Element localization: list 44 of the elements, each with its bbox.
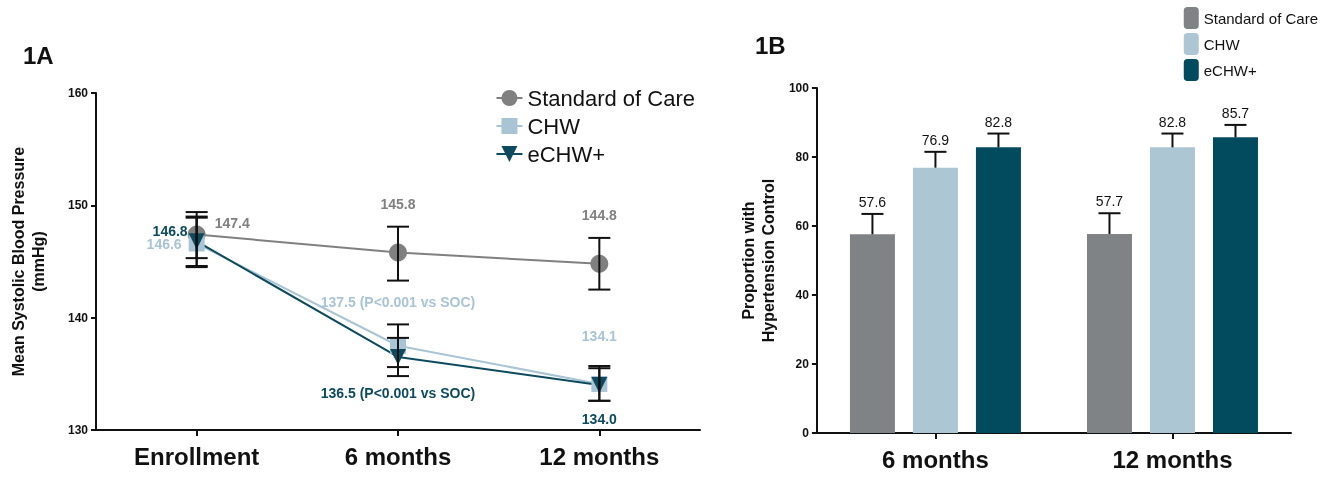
x-tick-label: 12 months: [1112, 445, 1233, 473]
data-label: 82.8: [1158, 113, 1187, 130]
legend-label: eCHW+: [527, 141, 606, 167]
data-label: 147.4: [214, 214, 250, 231]
data-label: 136.5 (P<0.001 vs SOC): [320, 384, 476, 401]
bar: [1212, 137, 1258, 433]
y-tick-label: 40: [795, 288, 810, 302]
data-label: 85.7: [1221, 104, 1250, 121]
x-tick-label: Enrollment: [133, 442, 260, 470]
data-label: 144.8: [581, 206, 618, 223]
data-label: 57.7: [1095, 193, 1124, 210]
data-label: 134.1: [581, 327, 618, 344]
bar: [1149, 147, 1195, 433]
legend-label: CHW: [527, 113, 581, 139]
chart-title: 1A: [23, 41, 54, 69]
x-tick-label: 12 months: [539, 442, 660, 470]
bar: [849, 234, 895, 433]
y-axis-title: Proportion with Hypertension Control: [739, 178, 777, 343]
y-tick-label: 60: [795, 219, 810, 233]
y-tick-label: 130: [67, 423, 89, 437]
bar: [912, 167, 958, 433]
y-tick-label: 100: [788, 81, 810, 95]
bar: [975, 147, 1021, 433]
legend-label: Standard of Care: [1203, 9, 1319, 27]
y-tick-label: 150: [67, 198, 89, 213]
data-label: 134.0: [581, 411, 618, 428]
data-label: 57.6: [858, 193, 887, 210]
chart-title: 1B: [755, 31, 786, 59]
x-tick-label: 6 months: [882, 445, 989, 473]
y-tick-label: 0: [802, 426, 810, 440]
data-label: 137.5 (P<0.001 vs SOC): [320, 293, 476, 310]
legend-label: CHW: [1203, 35, 1241, 53]
bar: [1086, 233, 1132, 433]
y-tick-label: 80: [795, 150, 810, 164]
legend-label: Standard of Care: [527, 85, 695, 111]
data-label: 82.8: [984, 113, 1013, 130]
y-tick-label: 160: [67, 86, 89, 100]
y-axis-title: Mean Systolic Blood Pressure (mmHg): [9, 146, 47, 377]
x-tick-label: 6 months: [344, 442, 452, 470]
y-tick-label: 140: [67, 310, 89, 325]
legend-label: eCHW+: [1203, 61, 1257, 79]
data-label: 145.8: [380, 195, 416, 212]
y-tick-label: 20: [795, 357, 810, 371]
data-label: 76.9: [921, 131, 950, 148]
